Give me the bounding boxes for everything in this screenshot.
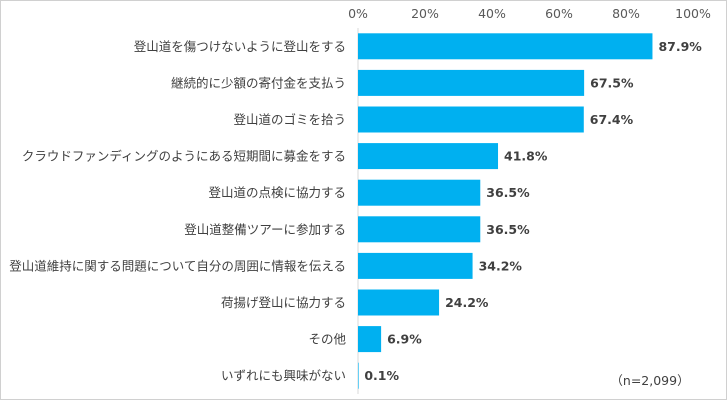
category-label: 荷揚げ登山に協力する <box>221 295 346 310</box>
x-tick-label: 40% <box>478 6 506 21</box>
category-label: 登山道の点検に協力する <box>208 185 346 200</box>
value-label: 67.4% <box>590 112 634 127</box>
category-labels: 登山道を傷つけないように登山をする継続的に少額の寄付金を支払う登山道のゴミを拾う… <box>9 39 346 383</box>
category-label: 登山道維持に関する問題について自分の周囲に情報を伝える <box>9 258 346 273</box>
category-label: 登山道整備ツアーに参加する <box>184 222 346 237</box>
bar <box>358 362 359 389</box>
bar <box>358 33 653 60</box>
bar <box>358 252 473 279</box>
value-label: 34.2% <box>479 258 523 273</box>
bar <box>358 326 382 353</box>
x-tick-label: 20% <box>411 6 439 21</box>
bar <box>358 143 499 170</box>
bar <box>358 289 440 316</box>
category-label: 登山道のゴミを拾う <box>233 112 346 127</box>
category-label: 継続的に少額の寄付金を支払う <box>171 75 346 90</box>
x-tick-label: 60% <box>545 6 573 21</box>
value-label: 36.5% <box>486 185 530 200</box>
value-label: 67.5% <box>590 75 634 90</box>
value-labels: 87.9% 67.5% 67.4% 41.8% 36.5% 36.5% 34.2% 24.2%… <box>364 39 702 383</box>
category-label: 登山道を傷つけないように登山をする <box>134 39 346 54</box>
x-tick-label: 0% <box>348 6 368 21</box>
value-label: 41.8% <box>504 149 548 164</box>
bar <box>358 216 481 243</box>
x-tick-label: 100% <box>675 6 711 21</box>
bar <box>358 179 481 206</box>
value-label: 6.9% <box>387 332 422 347</box>
bar <box>358 106 584 133</box>
x-tick-label: 80% <box>612 6 640 21</box>
bars <box>358 33 653 389</box>
category-label: クラウドファンディングのようにある短期間に募金をする <box>22 149 346 164</box>
category-label: その他 <box>308 332 346 347</box>
value-label: 24.2% <box>445 295 489 310</box>
x-tick-labels: 0% 20% 40% 60% 80% 100% <box>348 6 711 21</box>
value-label: 0.1% <box>364 368 399 383</box>
value-label: 36.5% <box>486 222 530 237</box>
sample-size-note: （n=2,099） <box>610 373 689 388</box>
category-label: いずれにも興味がない <box>221 368 346 383</box>
value-label: 87.9% <box>658 39 702 54</box>
bar <box>358 69 585 96</box>
